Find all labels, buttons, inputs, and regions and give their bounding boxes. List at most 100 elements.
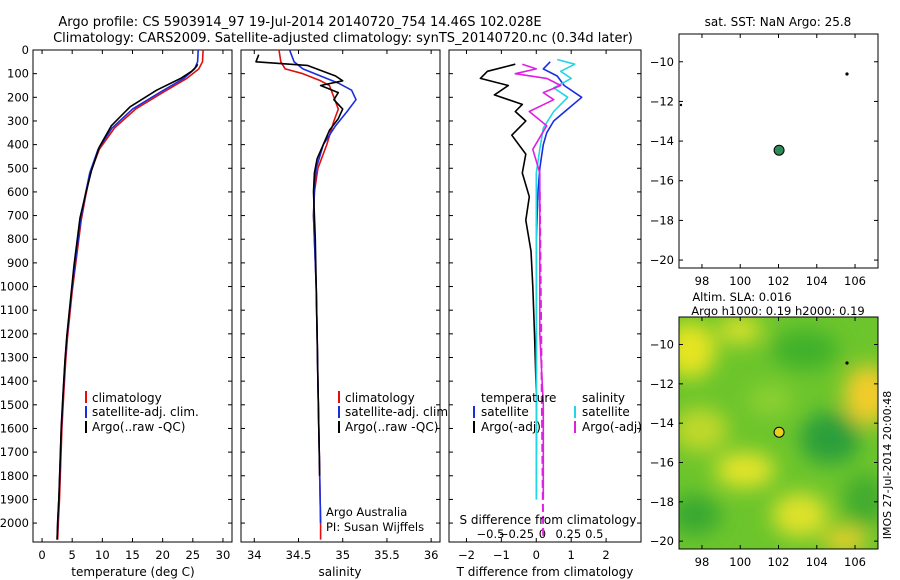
y-tick-label: 0 — [22, 43, 29, 57]
map-y-tick-label: −16 — [650, 174, 674, 188]
x-tick-label: 35 — [335, 548, 350, 562]
x-tick-label: 25 — [185, 548, 200, 562]
map-y-tick-label: −10 — [650, 338, 674, 352]
x-tick-label: 2 — [602, 548, 609, 562]
legend-header-temperature: temperature — [481, 391, 556, 405]
temperature-panel: 0100200300400500600700800900100011001200… — [0, 43, 233, 579]
map-x-tick-label: 104 — [806, 274, 828, 288]
salinity-axes-box — [240, 49, 441, 543]
y-tick-label: 900 — [7, 256, 29, 270]
difference-x-ticks: −2 −1 0 1 2 — [458, 50, 610, 562]
x2-tick-label: 0.5 — [585, 527, 603, 541]
sla-map-coast-dot — [845, 361, 849, 365]
y-tick-label: 1700 — [0, 445, 29, 459]
map-x-tick-label: 106 — [844, 274, 866, 288]
y-tick-label: 200 — [7, 90, 29, 104]
temperature-y-ticks: 0 100 200 300 400 500 600 700 800 900 1000 1100 1200… — [0, 43, 232, 530]
legend-label-climatology: climatology — [345, 391, 415, 405]
legend-label-t-satellite: satellite — [481, 405, 529, 419]
sst-map-ticks: 98 100 102 104 106 −10 −12 −14 −16 −18 −20 — [650, 34, 878, 288]
salinity-panel: 34 34.5 35 35.5 36 salinity climatology sate… — [240, 49, 452, 579]
x-tick-label: 0 — [38, 548, 45, 562]
map-x-tick-label: 98 — [695, 274, 710, 288]
annotation-pi: PI: Susan Wijffels — [326, 520, 424, 534]
map-x-tick-label: 106 — [844, 555, 866, 569]
y-tick-label: 400 — [7, 138, 29, 152]
salinity-x-ticks: 34 34.5 35 35.5 36 — [247, 50, 439, 562]
sst-map-panel: sat. SST: NaN Argo: 25.8 98 100 102 104 106 −… — [650, 15, 879, 288]
salinity-y-ticks — [241, 49, 440, 524]
map-x-tick-label: 104 — [806, 555, 828, 569]
difference-panel: −2 −1 0 1 2 −0.5−0.25 0 0.250.5 T difference f… — [448, 49, 642, 579]
map-y-tick-label: −14 — [650, 416, 674, 430]
map-x-tick-label: 102 — [768, 274, 790, 288]
y-tick-label: 1900 — [0, 492, 29, 506]
sla-heatmap — [679, 317, 878, 549]
y-tick-label: 700 — [7, 209, 29, 223]
sst-map-argo-marker — [773, 144, 785, 156]
x-tick-label: 10 — [95, 548, 110, 562]
difference-x-label: T difference from climatology — [456, 565, 634, 579]
x-tick-label: 0 — [533, 548, 540, 562]
sla-map-title-2: Argo h1000: 0.19 h2000: 0.19 — [691, 304, 864, 318]
difference-x2-ticks: −0.5−0.2500.250.5 — [477, 527, 604, 541]
temperature-legend: climatology satellite-adj. clim. Argo(..… — [85, 391, 199, 434]
temperature-axes-box — [32, 49, 233, 543]
legend-label-s-satellite: satellite — [582, 405, 630, 419]
title-line-2: Climatology: CARS2009. Satellite-adjuste… — [53, 31, 633, 46]
sst-map-coast-dot — [845, 72, 849, 76]
difference-lines — [479, 58, 583, 540]
y-tick-label: 100 — [7, 67, 29, 81]
x-tick-label: 30 — [216, 548, 231, 562]
y-tick-label: 1400 — [0, 374, 29, 388]
x-tick-label: −2 — [458, 548, 475, 562]
sla-map-argo-marker — [773, 426, 785, 438]
temperature-lines — [56, 50, 204, 540]
map-y-tick-label: −12 — [650, 377, 674, 391]
x2-tick-label: −0.25 — [499, 527, 534, 541]
legend-label-t-argo: Argo(-adj) — [481, 420, 541, 434]
map-y-tick-label: −18 — [650, 495, 674, 509]
difference-y-ticks — [449, 49, 641, 524]
x-tick-label: 34.5 — [286, 548, 312, 562]
salinity-lines — [255, 50, 357, 540]
y-tick-label: 600 — [7, 185, 29, 199]
y-tick-label: 1200 — [0, 327, 29, 341]
legend-label-satellite: satellite-adj. clim. — [345, 405, 452, 419]
salinity-legend: climatology satellite-adj. clim. Argo(..… — [338, 391, 452, 434]
map-y-tick-label: −16 — [650, 455, 674, 469]
legend-label-argo: Argo(..raw -QC) — [92, 420, 185, 434]
map-y-tick-label: −14 — [650, 134, 674, 148]
legend-label-climatology: climatology — [92, 391, 162, 405]
y-tick-label: 300 — [7, 114, 29, 128]
y-tick-label: 1800 — [0, 469, 29, 483]
x-tick-label: 34 — [247, 548, 262, 562]
annotation-argo-australia: Argo Australia — [326, 505, 407, 519]
sst-map-coast-dot-west — [679, 103, 683, 107]
map-x-tick-label: 100 — [729, 274, 751, 288]
series-line-argo-raw-qc- — [56, 63, 199, 540]
y-tick-label: 1100 — [0, 303, 29, 317]
map-y-tick-label: −18 — [650, 213, 674, 227]
title-line-1: Argo profile: CS 5903914_97 19-Jul-2014 … — [58, 15, 541, 30]
map-x-tick-label: 102 — [768, 555, 790, 569]
y-tick-label: 2000 — [0, 516, 29, 530]
y-tick-label: 1600 — [0, 421, 29, 435]
sla-map-ticks: 98 100 102 104 106 −10 −12 −14 −16 −18 −20 — [650, 317, 878, 569]
legend-label-satellite: satellite-adj. clim. — [92, 405, 199, 419]
salinity-x-label: salinity — [318, 565, 361, 579]
map-y-tick-label: −20 — [650, 534, 674, 548]
x-tick-label: 36 — [424, 548, 439, 562]
legend-label-s-argo: Argo(-adj) — [582, 420, 642, 434]
x-tick-label: −1 — [493, 548, 510, 562]
map-x-tick-label: 100 — [729, 555, 751, 569]
y-tick-label: 1000 — [0, 280, 29, 294]
y-tick-label: 800 — [7, 232, 29, 246]
difference-x2-label: S difference from climatology — [460, 513, 637, 527]
map-x-tick-label: 98 — [695, 555, 710, 569]
sla-map-panel: Altim. SLA: 0.016 Argo h1000: 0.19 h2000… — [650, 290, 879, 569]
map-y-tick-label: −10 — [650, 55, 674, 69]
x-tick-label: 5 — [69, 548, 76, 562]
x-tick-label: 20 — [155, 548, 170, 562]
